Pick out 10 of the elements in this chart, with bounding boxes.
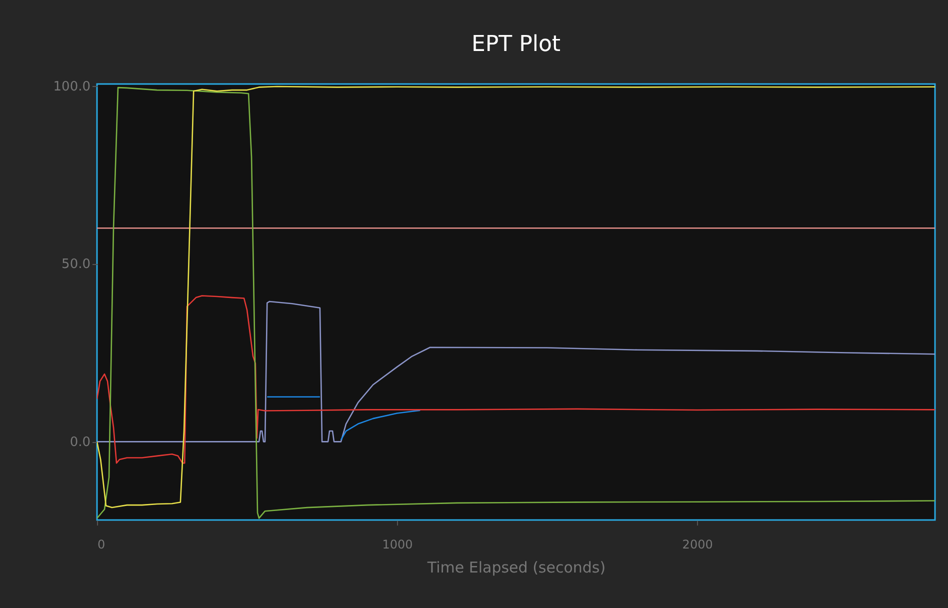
x-axis-title: Time Elapsed (seconds) <box>426 558 606 576</box>
x-tick-label: 0 <box>98 538 106 552</box>
x-tick-label: 2000 <box>682 538 713 552</box>
y-tick-label: 50.0 <box>62 257 90 272</box>
x-tick-label: 1000 <box>382 538 413 552</box>
y-tick-label: 100.0 <box>53 79 90 94</box>
chart-title: EPT Plot <box>471 32 561 57</box>
line-series <box>97 295 935 464</box>
y-tick-label: 0.0 <box>70 435 90 450</box>
line-series <box>97 300 935 442</box>
